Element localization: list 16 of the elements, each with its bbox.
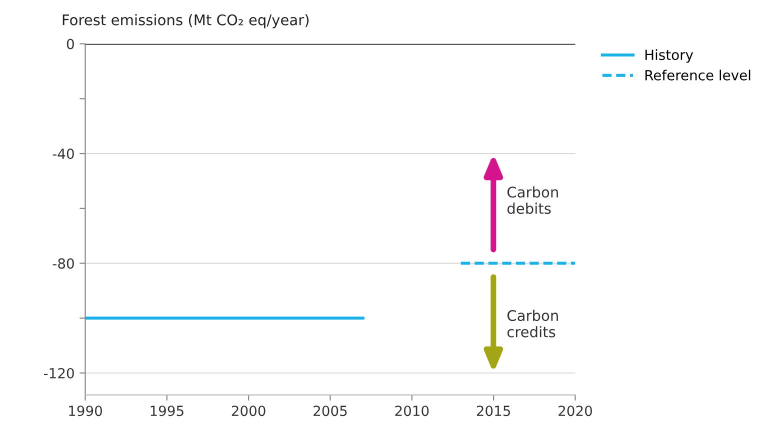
y-tick-label: -120 <box>44 368 74 378</box>
x-tick-label: 2005 <box>314 406 347 416</box>
legend-label: History <box>645 49 694 63</box>
x-tick-label: 2020 <box>558 406 592 416</box>
y-tick-label: -40 <box>52 148 74 160</box>
y-tick-label: 0 <box>66 38 74 50</box>
x-tick-label: 2010 <box>395 406 429 416</box>
annotation: Carbon credits <box>507 310 558 338</box>
y-tick-label: -80 <box>52 258 74 269</box>
x-tick-label: 1995 <box>150 406 184 416</box>
legend-label: Reference level <box>645 70 750 80</box>
x-tick-label: 2000 <box>232 406 266 416</box>
annotation: Carbon debits <box>507 186 558 214</box>
y-axis-title: Forest emissions (Mt CO₂ eq/year) <box>62 14 309 28</box>
x-tick-label: 2015 <box>476 406 510 416</box>
x-tick-label: 1990 <box>69 406 102 416</box>
